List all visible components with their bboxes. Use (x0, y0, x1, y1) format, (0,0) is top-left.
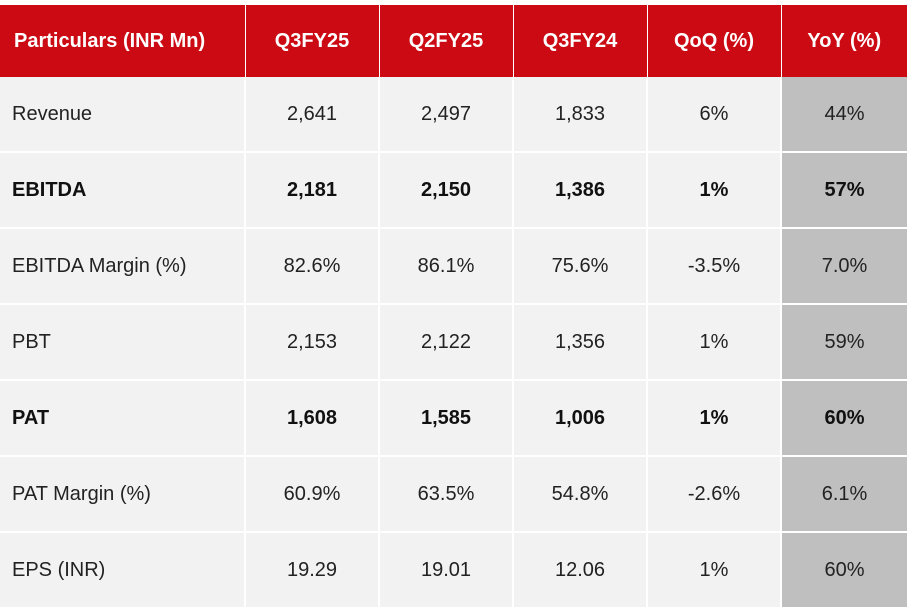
cell-qoq: 1% (647, 531, 782, 609)
cell-yoy: 6.1% (781, 455, 907, 533)
cell-qoq: 6% (647, 77, 782, 153)
row-label: EBITDA Margin (%) (0, 228, 246, 305)
header-q3fy24: Q3FY24 (513, 5, 648, 77)
table-row-ebitda-margin: EBITDA Margin (%) 82.6% 86.1% 75.6% -3.5… (0, 228, 907, 305)
cell-yoy: 44% (781, 77, 907, 153)
cell-qoq: 1% (647, 379, 782, 457)
row-label: Revenue (0, 77, 246, 153)
cell-q3fy24: 1,006 (513, 379, 648, 457)
cell-yoy: 59% (781, 304, 907, 381)
cell-q3fy24: 1,386 (513, 152, 648, 229)
cell-q3fy25: 2,641 (245, 77, 380, 153)
cell-q3fy24: 54.8% (513, 455, 648, 533)
row-label: EPS (INR) (0, 531, 246, 609)
header-q3fy25: Q3FY25 (245, 5, 380, 77)
header-q2fy25: Q2FY25 (379, 5, 514, 77)
cell-q2fy25: 2,150 (379, 152, 514, 229)
table-row-eps: EPS (INR) 19.29 19.01 12.06 1% 60% (0, 531, 907, 609)
cell-q3fy25: 2,153 (245, 304, 380, 381)
cell-yoy: 60% (781, 379, 907, 457)
cell-yoy: 57% (781, 152, 907, 229)
cell-q2fy25: 1,585 (379, 379, 514, 457)
financial-results-table: Particulars (INR Mn) Q3FY25 Q2FY25 Q3FY2… (0, 5, 907, 609)
header-particulars: Particulars (INR Mn) (0, 5, 246, 77)
table-row-pat-margin: PAT Margin (%) 60.9% 63.5% 54.8% -2.6% 6… (0, 455, 907, 533)
cell-q3fy25: 60.9% (245, 455, 380, 533)
cell-qoq: 1% (647, 304, 782, 381)
cell-qoq: -3.5% (647, 228, 782, 305)
row-label: EBITDA (0, 152, 246, 229)
header-qoq: QoQ (%) (647, 5, 782, 77)
cell-q3fy24: 12.06 (513, 531, 648, 609)
table-row-revenue: Revenue 2,641 2,497 1,833 6% 44% (0, 77, 907, 153)
row-label: PAT (0, 379, 246, 457)
cell-yoy: 60% (781, 531, 907, 609)
cell-q2fy25: 2,497 (379, 77, 514, 153)
cell-q3fy24: 1,356 (513, 304, 648, 381)
cell-q2fy25: 63.5% (379, 455, 514, 533)
header-yoy: YoY (%) (781, 5, 907, 77)
cell-q3fy25: 2,181 (245, 152, 380, 229)
cell-qoq: 1% (647, 152, 782, 229)
table-row-ebitda: EBITDA 2,181 2,150 1,386 1% 57% (0, 152, 907, 229)
cell-q2fy25: 2,122 (379, 304, 514, 381)
header-row: Particulars (INR Mn) Q3FY25 Q2FY25 Q3FY2… (0, 5, 907, 77)
cell-q2fy25: 19.01 (379, 531, 514, 609)
cell-q3fy25: 82.6% (245, 228, 380, 305)
cell-q3fy25: 19.29 (245, 531, 380, 609)
table-header: Particulars (INR Mn) Q3FY25 Q2FY25 Q3FY2… (0, 5, 907, 77)
cell-qoq: -2.6% (647, 455, 782, 533)
row-label: PBT (0, 304, 246, 381)
cell-yoy: 7.0% (781, 228, 907, 305)
table-row-pbt: PBT 2,153 2,122 1,356 1% 59% (0, 304, 907, 381)
cell-q3fy24: 1,833 (513, 77, 648, 153)
table-row-pat: PAT 1,608 1,585 1,006 1% 60% (0, 379, 907, 457)
table-body: Revenue 2,641 2,497 1,833 6% 44% EBITDA … (0, 77, 907, 609)
cell-q3fy24: 75.6% (513, 228, 648, 305)
row-label: PAT Margin (%) (0, 455, 246, 533)
cell-q2fy25: 86.1% (379, 228, 514, 305)
cell-q3fy25: 1,608 (245, 379, 380, 457)
